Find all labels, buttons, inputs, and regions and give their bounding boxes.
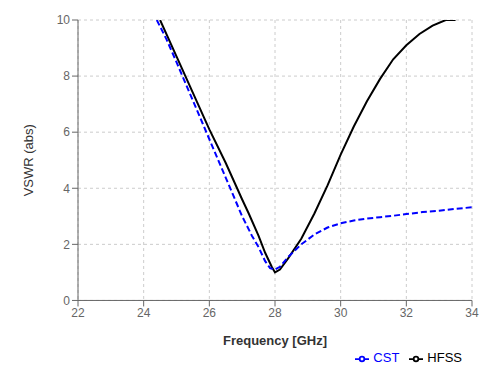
html-text:HFSS: HFSS bbox=[427, 350, 462, 366]
svg-text:24: 24 bbox=[137, 306, 151, 320]
svg-text:34: 34 bbox=[465, 306, 479, 320]
svg-text:6: 6 bbox=[63, 125, 70, 139]
svg-text:30: 30 bbox=[334, 306, 348, 320]
svg-text:28: 28 bbox=[268, 306, 282, 320]
svg-text:26: 26 bbox=[203, 306, 217, 320]
svg-text:10: 10 bbox=[57, 13, 71, 27]
svg-text:4: 4 bbox=[63, 182, 70, 196]
svg-text:8: 8 bbox=[63, 69, 70, 83]
svg-text:Frequency [GHz]: Frequency [GHz] bbox=[223, 333, 327, 348]
svg-text:VSWR (abs): VSWR (abs) bbox=[21, 124, 36, 196]
html-text:CST: CST bbox=[373, 350, 400, 366]
svg-text:2: 2 bbox=[63, 238, 70, 252]
svg-text:32: 32 bbox=[400, 306, 414, 320]
svg-text:22: 22 bbox=[71, 306, 85, 320]
svg-text:0: 0 bbox=[63, 294, 70, 308]
